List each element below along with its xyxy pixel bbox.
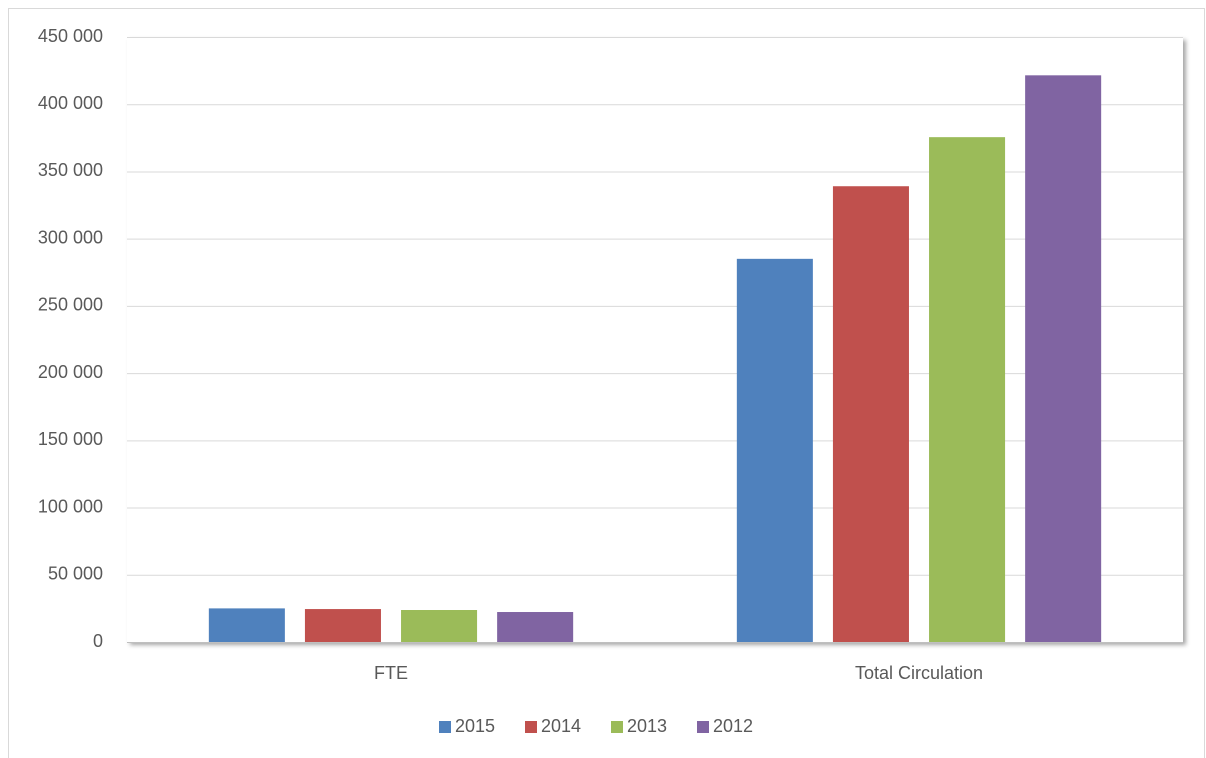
y-tick-label: 50 000	[48, 564, 103, 584]
y-tick-label: 300 000	[38, 227, 103, 247]
bar	[208, 608, 285, 642]
x-tick-label: FTE	[374, 663, 408, 683]
bar	[832, 186, 909, 642]
legend-label: 2014	[541, 716, 581, 736]
y-tick-label: 400 000	[38, 93, 103, 113]
legend-swatch	[697, 721, 709, 733]
chart-border	[8, 8, 1205, 758]
y-tick-label: 100 000	[38, 496, 103, 516]
legend-swatch	[611, 721, 623, 733]
bar	[1025, 75, 1102, 643]
y-tick-label: 350 000	[38, 160, 103, 180]
y-tick-label: 250 000	[38, 295, 103, 315]
legend-label: 2013	[627, 716, 667, 736]
x-tick-label: Total Circulation	[855, 663, 983, 683]
legend-swatch	[525, 721, 537, 733]
bar	[401, 610, 478, 642]
y-tick-label: 150 000	[38, 429, 103, 449]
bar	[497, 612, 574, 642]
y-tick-label: 200 000	[38, 362, 103, 382]
bar	[304, 609, 381, 642]
plot-area	[127, 37, 1183, 642]
legend-swatch	[439, 721, 451, 733]
bar	[736, 258, 813, 642]
legend-label: 2012	[713, 716, 753, 736]
y-tick-label: 450 000	[38, 26, 103, 46]
bar	[929, 137, 1006, 642]
legend-label: 2015	[455, 716, 495, 736]
y-tick-label: 0	[93, 631, 103, 651]
